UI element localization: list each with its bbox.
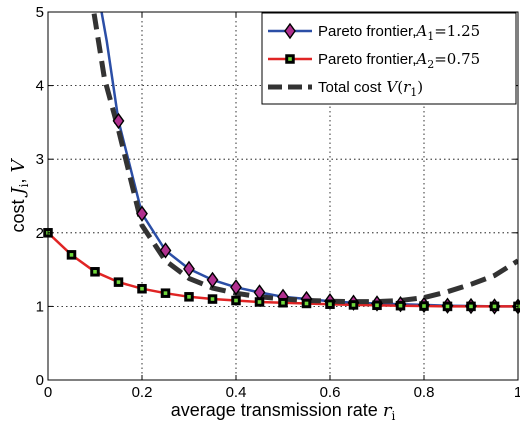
series-1-marker [112, 112, 125, 130]
y-axis-title-sub: i [17, 183, 31, 187]
legend-entry-3: Total cost V(r1) [268, 78, 423, 99]
y-axis-title-var: J [8, 186, 29, 199]
y-tick-label: 2 [36, 225, 44, 242]
y-tick-label: 5 [36, 4, 44, 21]
legend-math-val: =0.75 [434, 50, 480, 68]
x-axis-title-text: average transmission rate [171, 400, 378, 420]
y-tick-label: 1 [36, 298, 44, 315]
series-2-marker-center [492, 304, 497, 309]
x-tick-label: 0.6 [320, 384, 341, 401]
series-1-marker [206, 271, 219, 289]
series-2-marker-center [281, 300, 285, 305]
series-2-marker-center [328, 302, 332, 306]
series-2-marker-center [257, 300, 262, 304]
legend-math-sub: 1 [427, 30, 434, 43]
y-tick-label: 0 [36, 372, 44, 389]
series-2-marker-center [69, 253, 74, 257]
x-axis-title: average transmission rate ri [171, 400, 396, 423]
series-2-marker-center [304, 301, 309, 306]
legend-label-text: Pareto frontier, [318, 51, 416, 68]
legend-entry-2: Pareto frontier,A2=0.75 [268, 50, 480, 71]
legend-label-2: Pareto frontier,A2=0.75 [318, 50, 480, 71]
legend-math-paren-close: ) [417, 78, 423, 96]
x-tick-label: 1 [514, 384, 520, 401]
legend-label-3: Total cost V(r1) [318, 78, 423, 99]
y-tick-label: 4 [36, 78, 44, 95]
series-2-marker-center [445, 304, 450, 309]
series-2-marker-center [93, 270, 97, 274]
plot-frame [47, 11, 519, 381]
legend-math-paren-var: r [403, 78, 411, 96]
series-1-marker [159, 242, 172, 259]
legend-marker-1 [284, 22, 296, 40]
y-axis-title-var2: V [8, 157, 29, 172]
x-tick-label: 0.8 [414, 384, 435, 401]
y-axis-title-text: cost [8, 200, 28, 233]
series-2-marker-center [210, 297, 215, 301]
legend-math-sub: 2 [427, 58, 434, 71]
series-2-marker-center [375, 303, 379, 308]
ticks: 0 0.2 0.4 0.6 0.8 1 0 1 2 3 4 5 [36, 4, 520, 401]
series-2-marker-center [422, 304, 426, 308]
series-2-marker-center [140, 286, 144, 291]
legend-math-var: A [414, 22, 427, 40]
legend-label-1: Pareto frontier,A1=1.25 [318, 22, 480, 43]
y-tick-label: 3 [36, 151, 44, 168]
x-tick-label: 0 [44, 384, 52, 401]
legend-math-var: V [386, 78, 399, 96]
x-axis-title-sub: i [391, 409, 395, 423]
legend-marker-2-center [288, 57, 292, 61]
x-tick-label: 0.4 [226, 384, 247, 401]
series-2-marker-center [116, 280, 121, 284]
series-2-marker-center [187, 295, 191, 299]
legend-label-text: Total cost [318, 79, 382, 96]
legend-math-paren: ( [397, 78, 403, 96]
legend-math-val: =1.25 [434, 22, 480, 40]
legend-entry-1: Pareto frontier,A1=1.25 [268, 22, 480, 43]
legend-label-text: Pareto frontier, [318, 23, 416, 40]
series-1-marker [183, 260, 195, 278]
series-1-marker [230, 279, 242, 296]
series-2-marker-center [351, 303, 356, 307]
legend-math-sub: 1 [410, 86, 417, 99]
series-2-marker-center [469, 304, 473, 309]
x-tick-label: 0.2 [132, 384, 153, 401]
series-1-marker [136, 205, 148, 222]
y-axis-title: costJi, V [8, 157, 31, 232]
y-axis-title-comma: , [8, 178, 28, 183]
series-2-marker-center [398, 303, 403, 308]
x-axis-title-var: r [383, 400, 393, 421]
legend-math-var: A [414, 50, 427, 68]
series-2-marker-center [163, 291, 168, 295]
series-2-marker-center [234, 298, 238, 303]
